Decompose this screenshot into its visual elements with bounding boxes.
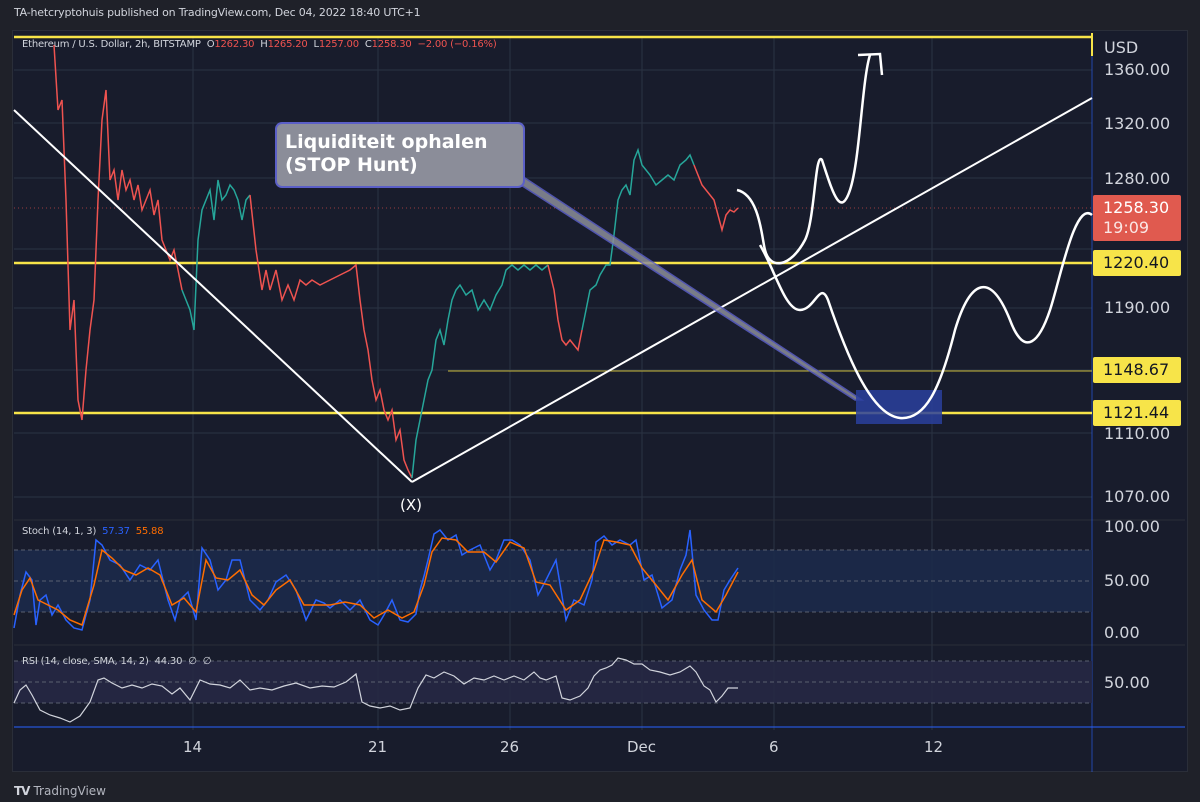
change-value: −2.00 (−0.16%) bbox=[417, 39, 497, 50]
x-point-label: (X) bbox=[400, 496, 422, 514]
price-tick: 1280.00 bbox=[1104, 169, 1171, 188]
stoch-legend[interactable]: Stoch (14, 1, 3) 57.37 55.88 bbox=[22, 526, 164, 537]
tradingview-logo-icon: TV bbox=[14, 784, 31, 798]
x-tick: 6 bbox=[769, 738, 779, 756]
stoch-tick: 0.00 bbox=[1104, 623, 1140, 642]
price-tick: 1110.00 bbox=[1104, 424, 1171, 443]
stoch-d-value: 55.88 bbox=[135, 526, 164, 537]
symbol-legend[interactable]: Ethereum / U.S. Dollar, 2h, BITSTAMP O12… bbox=[22, 39, 497, 50]
x-tick: 12 bbox=[924, 738, 944, 756]
x-tick: Dec bbox=[627, 738, 657, 756]
x-tick: 21 bbox=[368, 738, 388, 756]
publish-info: TA-hetcryptohuis published on TradingVie… bbox=[14, 6, 421, 19]
price-tick: 1320.00 bbox=[1104, 114, 1171, 133]
stoch-tick: 50.00 bbox=[1104, 571, 1150, 590]
grid-lines bbox=[14, 38, 1092, 730]
close-value: 1258.30 bbox=[371, 39, 412, 50]
rsi-value: 44.30 bbox=[154, 656, 183, 667]
stoch-tick: 100.00 bbox=[1104, 517, 1160, 536]
level-tag-1148: 1148.67 bbox=[1093, 357, 1181, 383]
price-tick: 1190.00 bbox=[1104, 298, 1171, 317]
downtrend-line bbox=[13, 109, 413, 483]
stop-hunt-callout[interactable]: Liquiditeit ophalen (STOP Hunt) bbox=[275, 122, 525, 188]
rsi-tick: 50.00 bbox=[1104, 673, 1150, 692]
low-value: 1257.00 bbox=[318, 39, 359, 50]
uptrend-line bbox=[411, 97, 1093, 483]
open-value: 1262.30 bbox=[214, 39, 255, 50]
high-value: 1265.20 bbox=[267, 39, 308, 50]
price-candles bbox=[53, 44, 739, 479]
brand-name: TradingView bbox=[33, 784, 106, 798]
x-tick: 14 bbox=[183, 738, 203, 756]
tradingview-logo[interactable]: TV TradingView bbox=[14, 784, 106, 798]
last-price-tag: 1258.30 19:09 bbox=[1093, 195, 1181, 241]
rsi-legend[interactable]: RSI (14, close, SMA, 14, 2) 44.30 ∅ ∅ bbox=[22, 656, 212, 667]
bearish-projection bbox=[758, 211, 1093, 420]
bar-countdown: 19:09 bbox=[1103, 218, 1150, 237]
price-tick: 1070.00 bbox=[1104, 487, 1171, 506]
arrow-head-icon bbox=[857, 52, 884, 76]
stoch-k-value: 57.37 bbox=[102, 526, 130, 537]
level-tag-1121: 1121.44 bbox=[1093, 400, 1181, 426]
bullish-projection bbox=[736, 54, 872, 265]
callout-pointer bbox=[507, 177, 865, 401]
stoch-d-line bbox=[13, 537, 739, 627]
level-tag-1220: 1220.40 bbox=[1093, 250, 1181, 276]
symbol-name: Ethereum / U.S. Dollar, 2h, BITSTAMP bbox=[22, 39, 201, 50]
rsi-line bbox=[13, 657, 738, 723]
price-tick: 1360.00 bbox=[1104, 60, 1171, 79]
currency-label: USD bbox=[1104, 38, 1139, 57]
x-tick: 26 bbox=[500, 738, 520, 756]
